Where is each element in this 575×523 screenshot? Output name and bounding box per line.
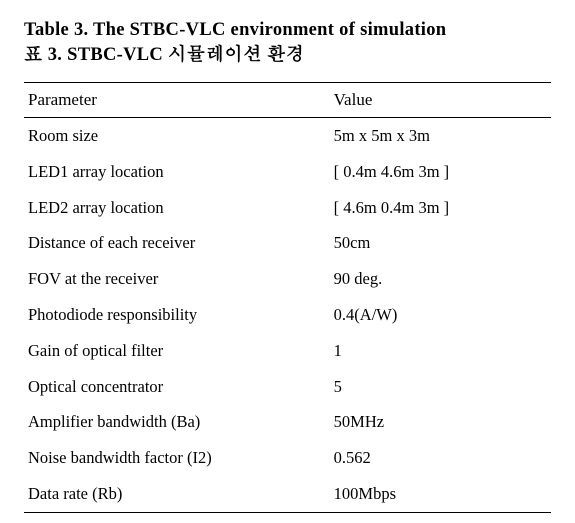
caption-en: Table 3. The STBC-VLC environment of sim… (24, 18, 551, 43)
cell-param: LED1 array location (24, 154, 330, 190)
table-row: LED2 array location [ 4.6m 0.4m 3m ] (24, 190, 551, 226)
cell-value: 50cm (330, 225, 551, 261)
table-row: LED1 array location [ 0.4m 4.6m 3m ] (24, 154, 551, 190)
cell-param: Distance of each receiver (24, 225, 330, 261)
table-header-row: Parameter Value (24, 82, 551, 117)
table-row: Photodiode responsibility 0.4(A/W) (24, 297, 551, 333)
simulation-params-table: Parameter Value Room size 5m x 5m x 3m L… (24, 82, 551, 513)
table-row: Noise bandwidth factor (I2) 0.562 (24, 440, 551, 476)
cell-param: Noise bandwidth factor (I2) (24, 440, 330, 476)
table-row: Distance of each receiver 50cm (24, 225, 551, 261)
table-row: Amplifier bandwidth (Ba) 50MHz (24, 404, 551, 440)
table-row: Data rate (Rb) 100Mbps (24, 476, 551, 512)
cell-param: Gain of optical filter (24, 333, 330, 369)
cell-value: 5 (330, 369, 551, 405)
header-value: Value (330, 82, 551, 117)
cell-value: 90 deg. (330, 261, 551, 297)
cell-value: 0.562 (330, 440, 551, 476)
cell-param: Amplifier bandwidth (Ba) (24, 404, 330, 440)
cell-value: [ 0.4m 4.6m 3m ] (330, 154, 551, 190)
cell-value: 1 (330, 333, 551, 369)
cell-param: FOV at the receiver (24, 261, 330, 297)
cell-param: Photodiode responsibility (24, 297, 330, 333)
table-row: Gain of optical filter 1 (24, 333, 551, 369)
table-caption-block: Table 3. The STBC-VLC environment of sim… (0, 0, 575, 523)
cell-value: 5m x 5m x 3m (330, 117, 551, 153)
table-row: Room size 5m x 5m x 3m (24, 117, 551, 153)
cell-param: Room size (24, 117, 330, 153)
cell-value: 0.4(A/W) (330, 297, 551, 333)
cell-param: Optical concentrator (24, 369, 330, 405)
caption-ko: 표 3. STBC-VLC 시뮬레이션 환경 (24, 43, 551, 68)
cell-value: 50MHz (330, 404, 551, 440)
cell-param: Data rate (Rb) (24, 476, 330, 512)
header-parameter: Parameter (24, 82, 330, 117)
cell-param: LED2 array location (24, 190, 330, 226)
cell-value: 100Mbps (330, 476, 551, 512)
table-row: Optical concentrator 5 (24, 369, 551, 405)
cell-value: [ 4.6m 0.4m 3m ] (330, 190, 551, 226)
table-row: FOV at the receiver 90 deg. (24, 261, 551, 297)
